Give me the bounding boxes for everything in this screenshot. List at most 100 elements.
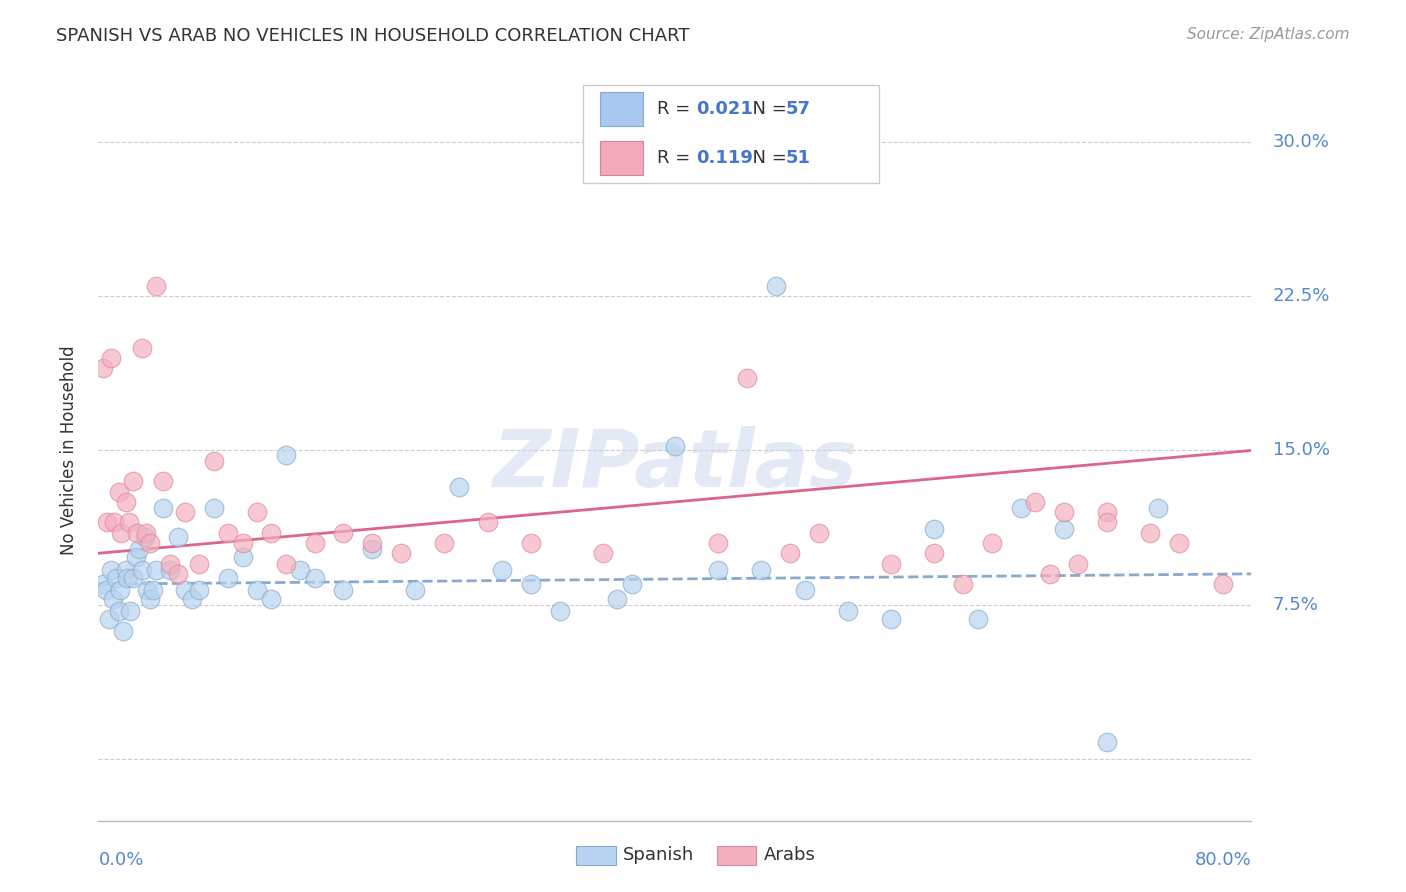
Point [152,475,174,489]
Text: N =: N = [741,100,793,119]
Point [751,563,773,577]
Point [606,591,628,606]
Point [274,557,297,571]
Text: 51: 51 [786,149,811,168]
Point [142,583,165,598]
Point [231,536,254,550]
Text: 57: 57 [786,100,811,119]
Point [1039,566,1062,581]
Point [159,557,181,571]
Point [260,591,283,606]
Point [125,550,148,565]
Point [246,505,269,519]
Point [664,439,686,453]
Point [332,583,354,598]
Text: 15.0%: 15.0% [1272,442,1330,459]
Point [134,530,156,544]
Point [188,557,211,571]
Point [139,536,162,550]
Text: 80.0%: 80.0% [1195,852,1251,870]
Point [520,577,543,591]
Point [707,536,730,550]
Point [96,516,118,530]
Point [779,546,801,560]
Point [103,516,125,530]
Point [202,454,225,468]
Point [1139,525,1161,540]
Point [131,563,153,577]
Point [793,583,815,598]
Point [1212,577,1234,591]
Point [290,563,312,577]
Point [592,546,614,560]
Point [620,577,643,591]
Point [664,114,686,128]
Point [735,371,758,385]
Point [981,536,1004,550]
Point [127,525,149,540]
Point [274,448,297,462]
Point [304,536,326,550]
Point [447,481,470,495]
Point [1010,501,1032,516]
Point [1067,557,1090,571]
Text: ZIPatlas: ZIPatlas [492,426,858,504]
Point [188,583,211,598]
Point [174,583,197,598]
Point [433,536,456,550]
Text: Spanish: Spanish [623,847,695,864]
Point [491,563,513,577]
Point [260,525,283,540]
Point [94,583,117,598]
Point [181,591,204,606]
Y-axis label: No Vehicles in Household: No Vehicles in Household [59,345,77,556]
Point [361,536,384,550]
Point [765,279,787,293]
Point [202,501,225,516]
Point [477,516,499,530]
Point [1168,536,1191,550]
Point [122,475,145,489]
Point [136,583,159,598]
Point [880,557,903,571]
Point [332,525,354,540]
Point [389,546,412,560]
Text: 22.5%: 22.5% [1272,287,1330,305]
Point [880,612,903,626]
Point [1053,505,1076,519]
Point [1146,501,1168,516]
Point [246,583,269,598]
Point [520,536,543,550]
Point [145,279,167,293]
Text: R =: R = [657,100,696,119]
Point [110,525,132,540]
Point [111,624,134,639]
Point [924,546,946,560]
Point [837,604,859,618]
Point [361,542,384,557]
Point [114,495,136,509]
Point [122,571,145,585]
Point [91,361,114,376]
Point [166,566,188,581]
Point [304,571,326,585]
Text: Source: ZipAtlas.com: Source: ZipAtlas.com [1187,27,1350,42]
Point [1024,495,1046,509]
Point [145,563,167,577]
Point [1097,505,1119,519]
Point [1097,735,1119,749]
Point [405,583,427,598]
Point [707,563,730,577]
Text: N =: N = [741,149,793,168]
Point [152,501,174,516]
Point [217,571,239,585]
Point [924,522,946,536]
Point [91,577,114,591]
Point [114,563,136,577]
Point [128,542,150,557]
Point [97,612,120,626]
Text: R =: R = [657,149,696,168]
Point [107,484,129,499]
Text: 7.5%: 7.5% [1272,596,1319,614]
Point [966,612,988,626]
